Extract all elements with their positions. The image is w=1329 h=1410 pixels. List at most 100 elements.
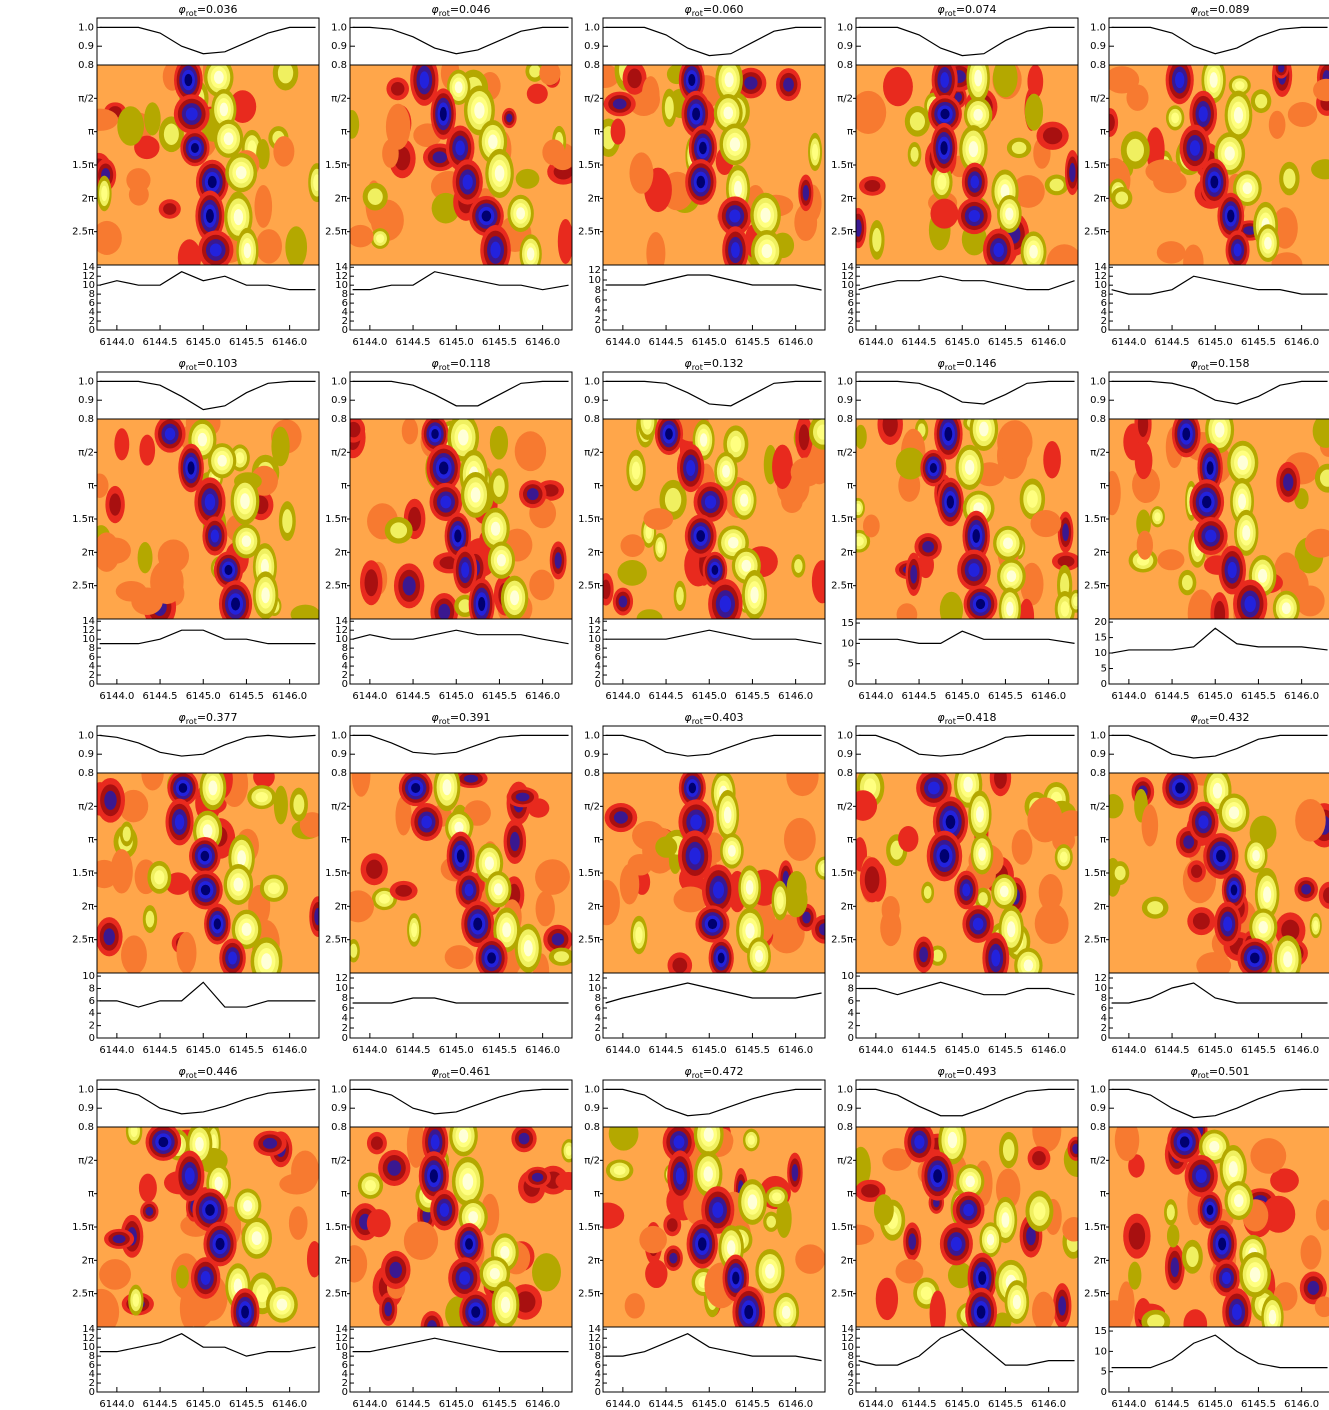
- x-tick-label: 6146.0: [525, 1399, 560, 1410]
- x-tick-label: 6146.0: [272, 691, 307, 702]
- x-tick-label: 6144.5: [649, 1045, 684, 1056]
- y-tick-label: 0.9: [1090, 749, 1106, 760]
- map-blob: [175, 1265, 189, 1289]
- map-blob: [261, 953, 272, 970]
- residual-frame: [602, 1326, 826, 1393]
- profile-line: [99, 26, 316, 55]
- y-tick-label: 1.5π: [831, 868, 853, 879]
- panel-title: φrot=0.103: [178, 357, 237, 372]
- map-blob: [456, 849, 465, 863]
- map-blob: [875, 1277, 899, 1321]
- map-blob: [488, 134, 498, 150]
- map-blob: [1214, 422, 1225, 438]
- y-tick-label: 0: [342, 325, 348, 336]
- x-tick-label: 6144.5: [902, 1399, 937, 1410]
- title-part: rot: [1198, 1071, 1209, 1080]
- map-blob: [646, 231, 666, 265]
- y-tick-label: 2.5π: [831, 1289, 853, 1300]
- panel: φrot=0.418 0.8 0.9 1.0 π/2 π 1.5π 2π 2.5π 02 46 810…: [831, 711, 1079, 1056]
- map-blob: [1181, 575, 1193, 591]
- map-blob: [882, 1148, 912, 1171]
- panel-title: φrot=0.132: [684, 357, 743, 372]
- map-blob: [197, 432, 208, 447]
- map-blob: [608, 1127, 639, 1151]
- panel-title: φrot=0.089: [1190, 3, 1249, 18]
- map-blob: [741, 559, 752, 572]
- panel: φrot=0.118 0.8 0.9 1.0 π/2 π 1.5π 2π 2.5π 0246810…: [325, 357, 573, 702]
- map-blob: [1277, 65, 1285, 73]
- panel-title: φrot=0.493: [937, 1065, 996, 1080]
- map-blob: [1228, 806, 1240, 820]
- map: [856, 65, 1078, 265]
- map-blob: [365, 1180, 376, 1192]
- map-blob: [669, 1252, 678, 1264]
- profile-line: [858, 26, 1075, 57]
- map-blob: [755, 949, 764, 963]
- map-blob: [932, 949, 944, 962]
- x-tick-label: 6146.0: [272, 1399, 307, 1410]
- title-part: φ: [937, 711, 945, 724]
- profile-frame: [855, 17, 1079, 66]
- profile-line: [605, 1088, 822, 1117]
- y-tick-label: 4: [595, 661, 601, 672]
- profile-line: [605, 26, 822, 57]
- map-blob: [1228, 1161, 1238, 1178]
- y-tick-label: π/2: [837, 447, 853, 458]
- map-blob: [387, 1160, 402, 1176]
- panel-title: φrot=0.046: [431, 3, 490, 18]
- y-tick-label: 10: [841, 638, 854, 649]
- map-blob: [856, 790, 878, 821]
- map-blob: [1166, 1204, 1175, 1221]
- y-tick-label: π/2: [1090, 93, 1106, 104]
- map-blob: [473, 917, 483, 931]
- map-blob: [313, 174, 319, 191]
- map-blob: [1205, 529, 1217, 543]
- y-tick-label: 8: [595, 993, 601, 1004]
- y-tick-label: 8: [342, 1351, 348, 1362]
- map-blob: [1283, 473, 1294, 491]
- y-tick-label: 0: [89, 325, 95, 336]
- map-blob: [933, 1169, 943, 1183]
- map-blob: [909, 112, 926, 131]
- map-blob: [908, 1233, 917, 1250]
- map-blob: [856, 219, 862, 237]
- map-blob: [1057, 555, 1075, 567]
- title-part: rot: [186, 9, 197, 18]
- map-blob: [1005, 207, 1014, 221]
- profile-line: [605, 734, 822, 757]
- y-tick-label: 1.0: [78, 730, 94, 741]
- x-tick-label: 6145.0: [186, 1045, 221, 1056]
- map-blob: [1242, 182, 1253, 195]
- map-blob: [929, 1290, 946, 1327]
- y-tick-label: 6: [595, 652, 601, 663]
- x-tick-label: 6146.0: [1284, 691, 1319, 702]
- y-tick-label: 2: [1101, 316, 1107, 327]
- map: [97, 1127, 319, 1327]
- y-tick-label: π: [847, 1189, 853, 1200]
- y-tick-label: π/2: [837, 801, 853, 812]
- profile-frame: [855, 725, 1079, 774]
- x-tick-label: 6144.5: [143, 337, 178, 348]
- panel-title: φrot=0.461: [431, 1065, 490, 1080]
- y-tick-label: 0.9: [78, 749, 94, 760]
- map-blob: [1209, 72, 1218, 88]
- map-blob: [209, 243, 222, 257]
- panel-title: φrot=0.418: [937, 711, 996, 726]
- map-blob: [164, 427, 176, 441]
- map-blob: [1210, 175, 1219, 189]
- y-tick-label: 1.5π: [72, 514, 94, 525]
- map-blob: [1034, 903, 1069, 944]
- map-blob: [1023, 959, 1034, 972]
- x-tick-label: 6144.0: [352, 1399, 387, 1410]
- y-tick-label: 2: [595, 670, 601, 681]
- panel-title: φrot=0.146: [937, 357, 996, 372]
- profile-line: [1111, 734, 1328, 759]
- y-tick-label: 2π: [1094, 901, 1106, 912]
- map-blob: [458, 599, 472, 613]
- residual-frame: [1108, 264, 1329, 331]
- residual-frame: [602, 264, 826, 331]
- title-part: rot: [439, 717, 450, 726]
- y-tick-label: 1.0: [837, 376, 853, 387]
- map-blob: [1128, 1261, 1142, 1290]
